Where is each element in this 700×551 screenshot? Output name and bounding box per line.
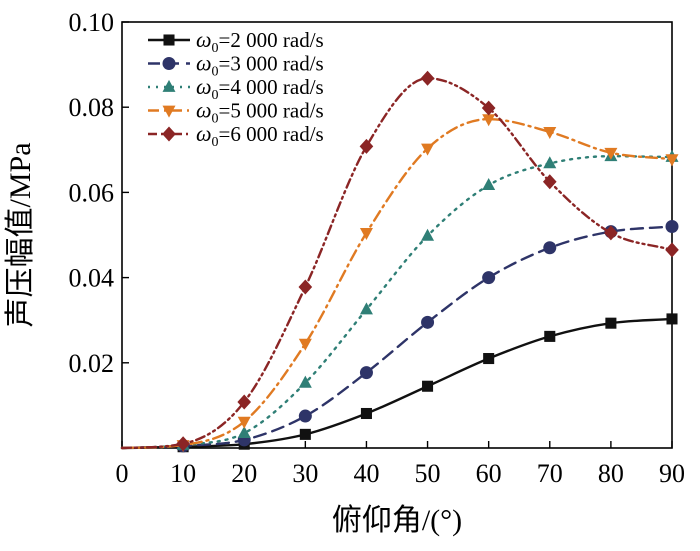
- data-point: [298, 338, 312, 351]
- x-tick-label: 0: [116, 459, 129, 488]
- x-tick-label: 80: [598, 459, 624, 488]
- data-point: [544, 330, 556, 342]
- data-point: [359, 366, 373, 380]
- x-tick-label: 50: [415, 459, 441, 488]
- x-tick-label: 90: [659, 459, 685, 488]
- data-point: [299, 428, 311, 440]
- data-point: [298, 279, 313, 295]
- data-point: [176, 436, 190, 452]
- series-line: [120, 77, 674, 450]
- series-2: [120, 219, 679, 453]
- data-point: [543, 156, 557, 169]
- data-point: [298, 409, 312, 423]
- data-point: [605, 317, 617, 329]
- y-tick-label: 0.04: [69, 264, 115, 293]
- legend-entry: ω0=2 000 rad/s: [148, 27, 324, 56]
- data-point: [481, 100, 496, 116]
- legend-entry: ω0=3 000 rad/s: [148, 51, 324, 80]
- data-point: [420, 70, 435, 86]
- x-tick-label: 10: [170, 459, 196, 488]
- plot-frame: [121, 21, 673, 449]
- data-point: [482, 178, 496, 191]
- data-point: [237, 394, 252, 410]
- series-layer: [120, 70, 679, 453]
- series-line: [120, 225, 674, 450]
- data-point: [665, 219, 679, 233]
- y-tick-label: 0.08: [69, 93, 115, 122]
- legend-marker: [162, 79, 176, 92]
- data-point: [665, 154, 679, 167]
- x-tick-label: 40: [353, 459, 379, 488]
- series-3: [120, 149, 679, 450]
- data-point: [422, 380, 434, 392]
- legend-marker: [162, 105, 176, 118]
- series-line: [120, 317, 674, 450]
- data-point: [359, 227, 373, 241]
- data-point: [543, 127, 557, 140]
- series-1: [120, 313, 678, 453]
- y-axis-title: 声压幅值/MPa: [4, 142, 37, 327]
- data-point: [421, 228, 435, 241]
- data-point: [237, 416, 251, 429]
- x-tick-label: 70: [537, 459, 563, 488]
- data-point: [666, 313, 678, 325]
- legend-label: ω0=3 000 rad/s: [196, 51, 324, 80]
- legend-label: ω0=2 000 rad/s: [196, 27, 324, 56]
- legend-label: ω0=4 000 rad/s: [196, 74, 324, 103]
- data-point: [298, 375, 312, 388]
- legend-entry: ω0=5 000 rad/s: [148, 98, 324, 127]
- data-point: [542, 174, 557, 190]
- y-tick-label: 0.10: [69, 8, 115, 37]
- x-tick-label: 60: [476, 459, 502, 488]
- data-point: [421, 315, 435, 329]
- axes: 0 10 20 30 40 50 60 70 80 90 0.02 0.04 0.06 0.08 0.10: [69, 8, 686, 488]
- series-line: [120, 117, 674, 450]
- y-tick-label: 0.06: [69, 178, 115, 207]
- legend-entry: ω0=6 000 rad/s: [148, 121, 324, 150]
- data-point: [237, 425, 251, 438]
- x-tick-label: 30: [292, 459, 318, 488]
- legend-marker: [162, 126, 176, 142]
- legend-entry: ω0=4 000 rad/s: [148, 74, 324, 103]
- data-point: [604, 225, 618, 241]
- legend: ω0=2 000 rad/sω0=3 000 rad/sω0=4 000 rad…: [148, 27, 324, 150]
- x-tick-label: 20: [231, 459, 257, 488]
- legend-marker: [163, 34, 175, 46]
- legend-label: ω0=6 000 rad/s: [196, 121, 324, 150]
- data-point: [421, 143, 435, 156]
- legend-marker: [162, 57, 176, 70]
- data-point: [359, 138, 374, 154]
- x-axis-title: 俯仰角/(°): [332, 504, 462, 537]
- data-point: [483, 353, 495, 365]
- data-point: [359, 302, 373, 315]
- data-point: [482, 114, 496, 127]
- y-tick-label: 0.02: [69, 349, 115, 378]
- series-4: [120, 114, 679, 453]
- data-point: [482, 271, 496, 285]
- data-point: [665, 242, 679, 258]
- data-point: [360, 407, 372, 420]
- series-line: [120, 154, 674, 450]
- legend-label: ω0=5 000 rad/s: [196, 98, 324, 127]
- data-point: [543, 241, 557, 255]
- series-5: [120, 70, 679, 452]
- data-point: [604, 147, 618, 160]
